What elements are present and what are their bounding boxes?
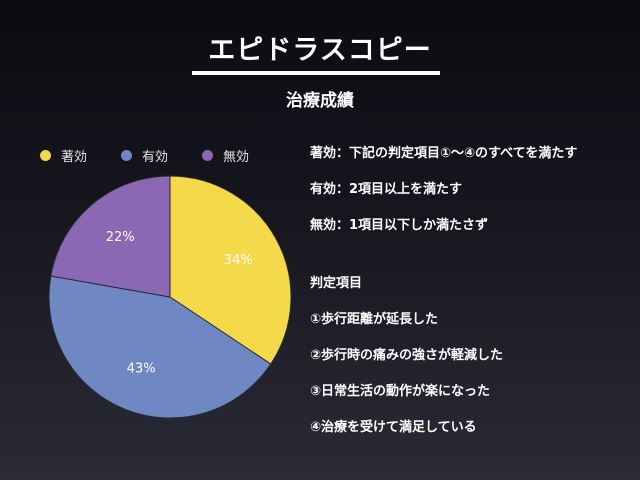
criteria-heading: 判定項目 [310, 276, 363, 291]
chart-legend: 著効 有効 無効 [40, 145, 283, 165]
pie-chart: 34% 43% 22% [48, 175, 292, 419]
legend-item-chokou: 著効 [40, 146, 87, 165]
pie-slice-2 [50, 175, 171, 298]
criteria-item: ③日常生活の動作が楽になった [310, 384, 491, 399]
title-underline [192, 71, 440, 75]
definition-chokou: 著効：下記の判定項目①〜④のすべてを満たす [310, 146, 578, 161]
legend-item-yuukou: 有効 [121, 146, 168, 165]
pie-slice-label-2: 22% [106, 230, 135, 245]
pie-slice-label-0: 34% [224, 253, 253, 268]
pie-slice-1 [48, 275, 272, 419]
criteria-item: ②歩行時の痛みの強さが軽減した [310, 348, 504, 363]
pie-slice-label-1: 43% [127, 361, 156, 376]
slide-title: エピドラスコピー [208, 35, 432, 66]
definition-yuukou: 有効：2項目以上を満たす [310, 182, 463, 197]
legend-label-yuukou: 有効 [142, 149, 169, 165]
legend-label-chokou: 著効 [61, 149, 88, 165]
legend-dot-yuukou [121, 149, 133, 161]
criteria-item: ④治療を受けて満足している [310, 420, 477, 435]
slide-subtitle: 治療成績 [286, 91, 354, 111]
legend-item-mukou: 無効 [202, 146, 249, 165]
legend-label-mukou: 無効 [223, 149, 250, 165]
definitions-panel: 著効：下記の判定項目①〜④のすべてを満たす 有効：2項目以上を満たす 無効：1項… [310, 145, 635, 455]
definition-mukou: 無効：1項目以下しか満たさず [310, 218, 489, 233]
legend-dot-mukou [202, 149, 214, 161]
criteria-item: ①歩行距離が延長した [310, 312, 439, 327]
legend-dot-chokou [40, 149, 51, 161]
